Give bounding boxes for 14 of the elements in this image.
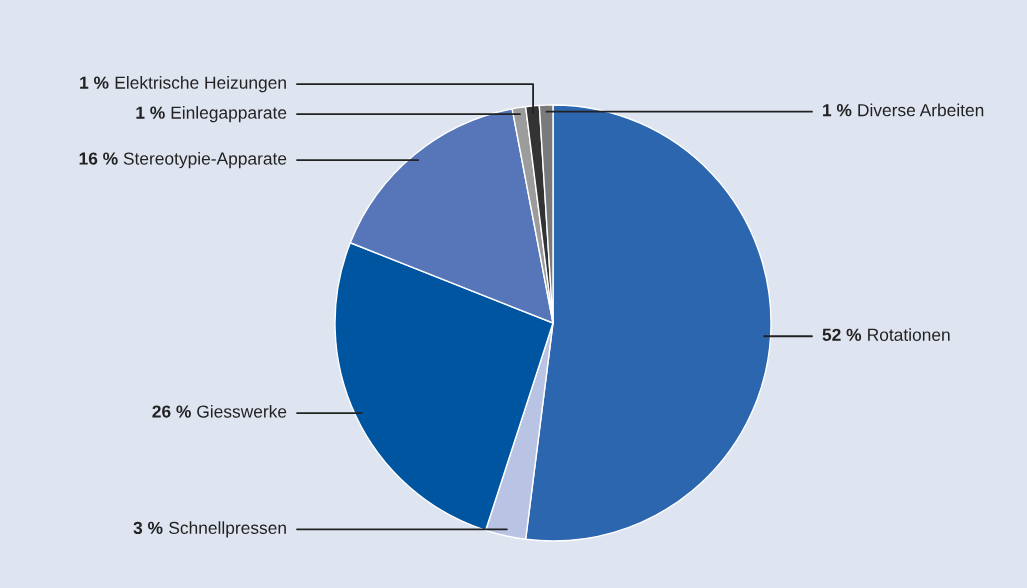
data-label: 1 % (136, 106, 165, 119)
slice-label: Stereotypie-Apparate (123, 151, 287, 169)
slice-label: Schnellpressen (169, 521, 286, 538)
data-label: 1 % (80, 76, 109, 89)
slice-label: Elektrische Heizungen (115, 76, 286, 93)
data-label: 26 % (152, 405, 191, 418)
slice-label: Einlegapparate (171, 106, 287, 123)
slice-label: Giesswerke (197, 404, 287, 418)
data-label: 16 % (79, 152, 118, 165)
data-label: 52 % (822, 328, 862, 341)
data-label: 3 % (133, 521, 163, 535)
slice-label: Rotationen (868, 328, 950, 341)
data-label: 1 % (823, 104, 852, 117)
slice-label: Diverse Arbeiten (858, 103, 984, 117)
